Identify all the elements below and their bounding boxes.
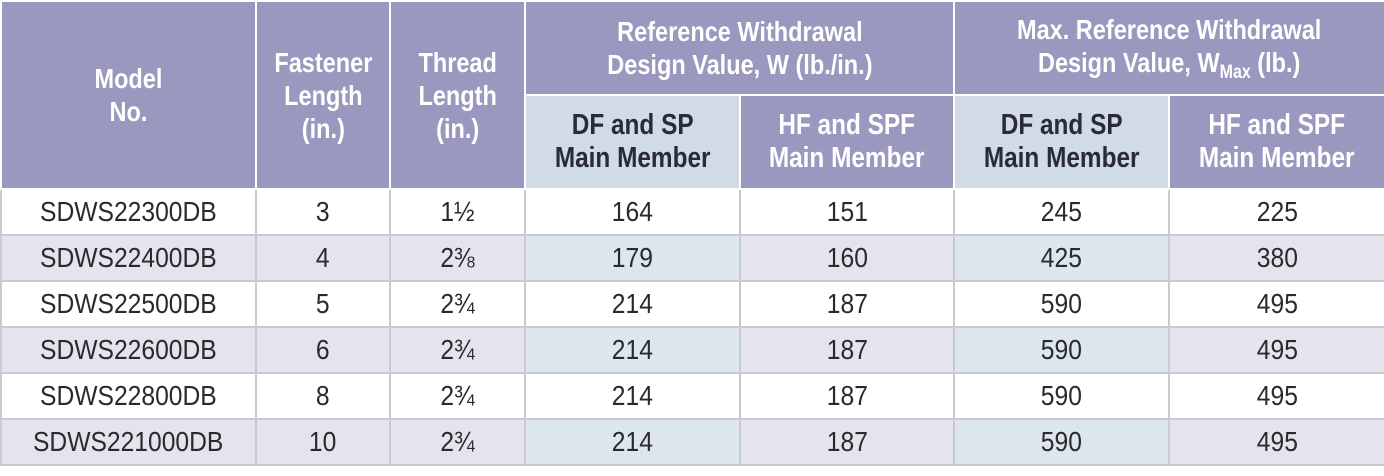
header-thread-length: Thread Length (in.) bbox=[389, 0, 526, 190]
cell-wmax-df-sp: 425 bbox=[953, 234, 1170, 282]
table-row: SDWS22600DB 6 2¾ 214 187 590 495 bbox=[0, 326, 1384, 374]
cell-wmax-hf-spf: 495 bbox=[1168, 280, 1384, 328]
table-row: SDWS22800DB 8 2¾ 214 187 590 495 bbox=[0, 372, 1384, 420]
cell-wmax-hf-spf: 495 bbox=[1168, 418, 1384, 466]
cell-w-df-sp: 214 bbox=[524, 372, 741, 420]
header-model-no: Model No. bbox=[0, 0, 257, 190]
cell-w-hf-spf: 187 bbox=[739, 326, 955, 374]
cell-fastener-length: 8 bbox=[255, 372, 391, 420]
cell-w-df-sp: 179 bbox=[524, 234, 741, 282]
cell-model: SDWS22500DB bbox=[0, 280, 257, 328]
header-wmax-hf-spf: HF and SPF Main Member bbox=[1168, 94, 1384, 190]
cell-wmax-hf-spf: 380 bbox=[1168, 234, 1384, 282]
cell-fastener-length: 6 bbox=[255, 326, 391, 374]
cell-wmax-hf-spf: 495 bbox=[1168, 372, 1384, 420]
cell-fastener-length: 5 bbox=[255, 280, 391, 328]
cell-model: SDWS22800DB bbox=[0, 372, 257, 420]
withdrawal-values-table: Model No. Fastener Length (in.) Thread Lengt… bbox=[0, 0, 1384, 466]
cell-wmax-df-sp: 590 bbox=[953, 372, 1170, 420]
cell-wmax-df-sp: 590 bbox=[953, 280, 1170, 328]
cell-wmax-hf-spf: 495 bbox=[1168, 326, 1384, 374]
cell-w-df-sp: 214 bbox=[524, 418, 741, 466]
header-fastener-length: Fastener Length (in.) bbox=[255, 0, 391, 190]
cell-model: SDWS22600DB bbox=[0, 326, 257, 374]
cell-w-df-sp: 214 bbox=[524, 326, 741, 374]
header-w-hf-spf: HF and SPF Main Member bbox=[739, 94, 955, 190]
table-row: SDWS22500DB 5 2¾ 214 187 590 495 bbox=[0, 280, 1384, 328]
cell-model: SDWS221000DB bbox=[0, 418, 257, 466]
header-reference-withdrawal: Reference Withdrawal Design Value, W (lb.… bbox=[524, 0, 955, 96]
cell-thread-length: 1½ bbox=[389, 188, 526, 236]
table-row: SDWS22300DB 3 1½ 164 151 245 225 bbox=[0, 188, 1384, 236]
cell-w-hf-spf: 187 bbox=[739, 372, 955, 420]
header-wmax-df-sp: DF and SP Main Member bbox=[953, 94, 1170, 190]
cell-w-df-sp: 164 bbox=[524, 188, 741, 236]
cell-model: SDWS22300DB bbox=[0, 188, 257, 236]
cell-thread-length: 2¾ bbox=[389, 372, 526, 420]
cell-thread-length: 2¾ bbox=[389, 418, 526, 466]
header-max-reference-withdrawal: Max. Reference Withdrawal Design Value, W… bbox=[953, 0, 1384, 96]
cell-fastener-length: 10 bbox=[255, 418, 391, 466]
cell-wmax-hf-spf: 225 bbox=[1168, 188, 1384, 236]
cell-w-hf-spf: 160 bbox=[739, 234, 955, 282]
cell-w-hf-spf: 187 bbox=[739, 418, 955, 466]
cell-wmax-df-sp: 590 bbox=[953, 326, 1170, 374]
cell-thread-length: 2⅜ bbox=[389, 234, 526, 282]
cell-w-df-sp: 214 bbox=[524, 280, 741, 328]
cell-thread-length: 2¾ bbox=[389, 326, 526, 374]
cell-wmax-df-sp: 245 bbox=[953, 188, 1170, 236]
cell-wmax-df-sp: 590 bbox=[953, 418, 1170, 466]
header-w-df-sp: DF and SP Main Member bbox=[524, 94, 741, 190]
cell-thread-length: 2¾ bbox=[389, 280, 526, 328]
cell-fastener-length: 3 bbox=[255, 188, 391, 236]
table-row: SDWS221000DB 10 2¾ 214 187 590 495 bbox=[0, 418, 1384, 466]
cell-w-hf-spf: 187 bbox=[739, 280, 955, 328]
cell-fastener-length: 4 bbox=[255, 234, 391, 282]
table-row: SDWS22400DB 4 2⅜ 179 160 425 380 bbox=[0, 234, 1384, 282]
cell-model: SDWS22400DB bbox=[0, 234, 257, 282]
cell-w-hf-spf: 151 bbox=[739, 188, 955, 236]
